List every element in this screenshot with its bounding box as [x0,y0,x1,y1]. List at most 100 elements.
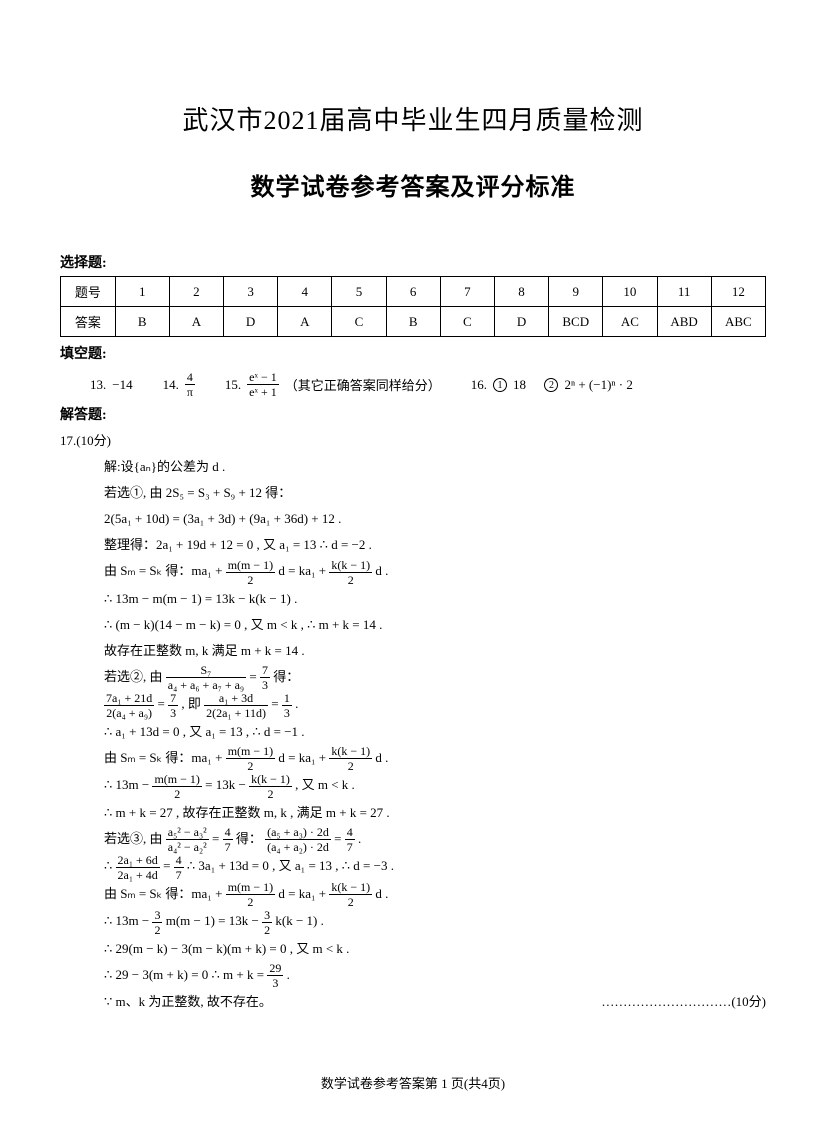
score-mark: …………………………(10分) [601,989,766,1015]
line: ∴ 29 − 3(m + k) = 0 ∴ m + k = 293 . [104,962,766,990]
fraction: 32 [262,909,272,936]
fill-answers: 13. −14 14. 4 π 15. eˣ − 1 eˣ + 1 （其它正确答… [60,371,766,398]
fraction: eˣ − 1 eˣ + 1 [247,371,279,398]
fraction: 2a₁ + 6d2a₁ + 4d [116,854,160,881]
q-num: 15. [225,377,241,393]
line: ∴ m + k = 27 , 故存在正整数 m, k , 满足 m + k = … [104,800,766,826]
fraction: m(m − 1)2 [226,559,275,586]
cell: ABD [657,307,711,337]
cell: B [386,307,440,337]
line: ∴ 29(m − k) − 3(m − k)(m + k) = 0 , 又 m … [104,936,766,962]
cell: ABC [711,307,765,337]
mcq-row-numbers: 题号 1 2 3 4 5 6 7 8 9 10 11 12 [61,277,766,307]
fraction: a₅² − a₃²a₄² − a₂² [166,826,209,853]
q-ans: 18 [513,377,526,393]
q13: 13. −14 [90,377,133,393]
fraction: m(m − 1)2 [152,773,201,800]
q14: 14. 4 π [163,371,195,398]
cell: 4 [278,277,332,307]
fraction: 47 [223,826,233,853]
line: 若选②, 由 S₇a₄ + a₆ + a₇ + a₉ = 73 得： [104,664,766,692]
fraction: 4 π [185,371,195,398]
cell: C [440,307,494,337]
q-ans: −14 [112,377,132,393]
q-num: 16. [471,377,487,393]
fraction: S₇a₄ + a₆ + a₇ + a₉ [166,664,246,691]
fraction: a₁ + 3d2(2a₁ + 11d) [204,692,268,719]
row-label: 答案 [61,307,116,337]
fraction: (a₅ + a₃) · 2d(a₄ + a₂) · 2d [265,826,331,853]
fraction: 293 [267,962,283,989]
line: 由 Sₘ = Sₖ 得：ma₁ + m(m − 1)2 d = ka₁ + k(… [104,558,766,586]
line: 由 Sₘ = Sₖ 得：ma₁ + m(m − 1)2 d = ka₁ + k(… [104,745,766,773]
fraction: 47 [345,826,355,853]
line: ∴ 13m − 32 m(m − 1) = 13k − 32 k(k − 1) … [104,908,766,936]
cell: 5 [332,277,386,307]
line: ∴ 13m − m(m − 1)2 = 13k − k(k − 1)2 , 又 … [104,772,766,800]
q-ans: 2ⁿ + (−1)ⁿ · 2 [564,377,632,393]
main-title: 武汉市2021届高中毕业生四月质量检测 [60,100,766,137]
line: 故存在正整数 m, k 满足 m + k = 14 . [104,638,766,664]
cell: B [115,307,169,337]
fraction: k(k − 1)2 [329,881,372,908]
fraction: 7a₁ + 21d2(a₄ + a₉) [104,692,154,719]
fraction: 32 [152,909,162,936]
mcq-label: 选择题: [60,252,766,272]
cell: AC [603,307,657,337]
solve-label: 解答题: [60,404,766,424]
line: 解:设{aₙ}的公差为 d . [104,454,766,480]
cell: 7 [440,277,494,307]
mcq-table: 题号 1 2 3 4 5 6 7 8 9 10 11 12 答案 B A D A… [60,276,766,337]
line: 若选③, 由 a₅² − a₃²a₄² − a₂² = 47 得： (a₅ + … [104,826,766,854]
cell: 11 [657,277,711,307]
fraction: k(k − 1)2 [329,745,372,772]
cell: D [224,307,278,337]
cell: 1 [115,277,169,307]
line: 7a₁ + 21d2(a₄ + a₉) = 73 , 即 a₁ + 3d2(2a… [104,691,766,719]
cell: BCD [549,307,603,337]
cell: 3 [224,277,278,307]
q-note: （其它正确答案同样给分） [285,375,441,394]
mcq-row-answers: 答案 B A D A C B C D BCD AC ABD ABC [61,307,766,337]
fraction: 13 [282,692,292,719]
cell: 9 [549,277,603,307]
line: ∴ 13m − m(m − 1) = 13k − k(k − 1) . [104,586,766,612]
q16: 16. 1 18 2 2ⁿ + (−1)ⁿ · 2 [471,377,633,393]
cell: C [332,307,386,337]
line: 由 Sₘ = Sₖ 得：ma₁ + m(m − 1)2 d = ka₁ + k(… [104,881,766,909]
line: ∵ m、k 为正整数, 故不存在。 …………………………(10分) [104,989,766,1015]
cell: A [169,307,223,337]
fill-label: 填空题: [60,343,766,363]
cell: 2 [169,277,223,307]
page: 武汉市2021届高中毕业生四月质量检测 数学试卷参考答案及评分标准 选择题: 题… [0,0,826,1122]
cell: 6 [386,277,440,307]
fraction: 47 [174,854,184,881]
cell: 10 [603,277,657,307]
row-label: 题号 [61,277,116,307]
sub-title: 数学试卷参考答案及评分标准 [60,167,766,202]
circle-mark: 1 [493,378,507,392]
fraction: 73 [260,664,270,691]
circle-mark: 2 [544,378,558,392]
line: ∴ (m − k)(14 − m − k) = 0 , 又 m < k , ∴ … [104,612,766,638]
q-num: 14. [163,377,179,393]
q15: 15. eˣ − 1 eˣ + 1 （其它正确答案同样给分） [225,371,441,398]
page-footer: 数学试卷参考答案第 1 页(共4页) [0,1073,826,1092]
line: ∴ 2a₁ + 6d2a₁ + 4d = 47 ∴ 3a₁ + 13d = 0 … [104,853,766,881]
q17-solution: 17.(10分) 解:设{aₙ}的公差为 d . 若选①, 由 2S₅ = S₃… [60,428,766,1015]
q17-header: 17.(10分) [60,428,766,454]
fraction: m(m − 1)2 [226,745,275,772]
line: 2(5a₁ + 10d) = (3a₁ + 3d) + (9a₁ + 36d) … [104,506,766,532]
cell: 12 [711,277,765,307]
fraction: k(k − 1)2 [329,559,372,586]
fraction: 73 [168,692,178,719]
q-num: 13. [90,377,106,393]
line: 整理得：2a₁ + 19d + 12 = 0 , 又 a₁ = 13 ∴ d =… [104,532,766,558]
fraction: m(m − 1)2 [226,881,275,908]
cell: 8 [494,277,548,307]
solution-body: 解:设{aₙ}的公差为 d . 若选①, 由 2S₅ = S₃ + S₉ + 1… [60,454,766,1015]
line: 若选①, 由 2S₅ = S₃ + S₉ + 12 得： [104,480,766,506]
cell: D [494,307,548,337]
fraction: k(k − 1)2 [249,773,292,800]
cell: A [278,307,332,337]
